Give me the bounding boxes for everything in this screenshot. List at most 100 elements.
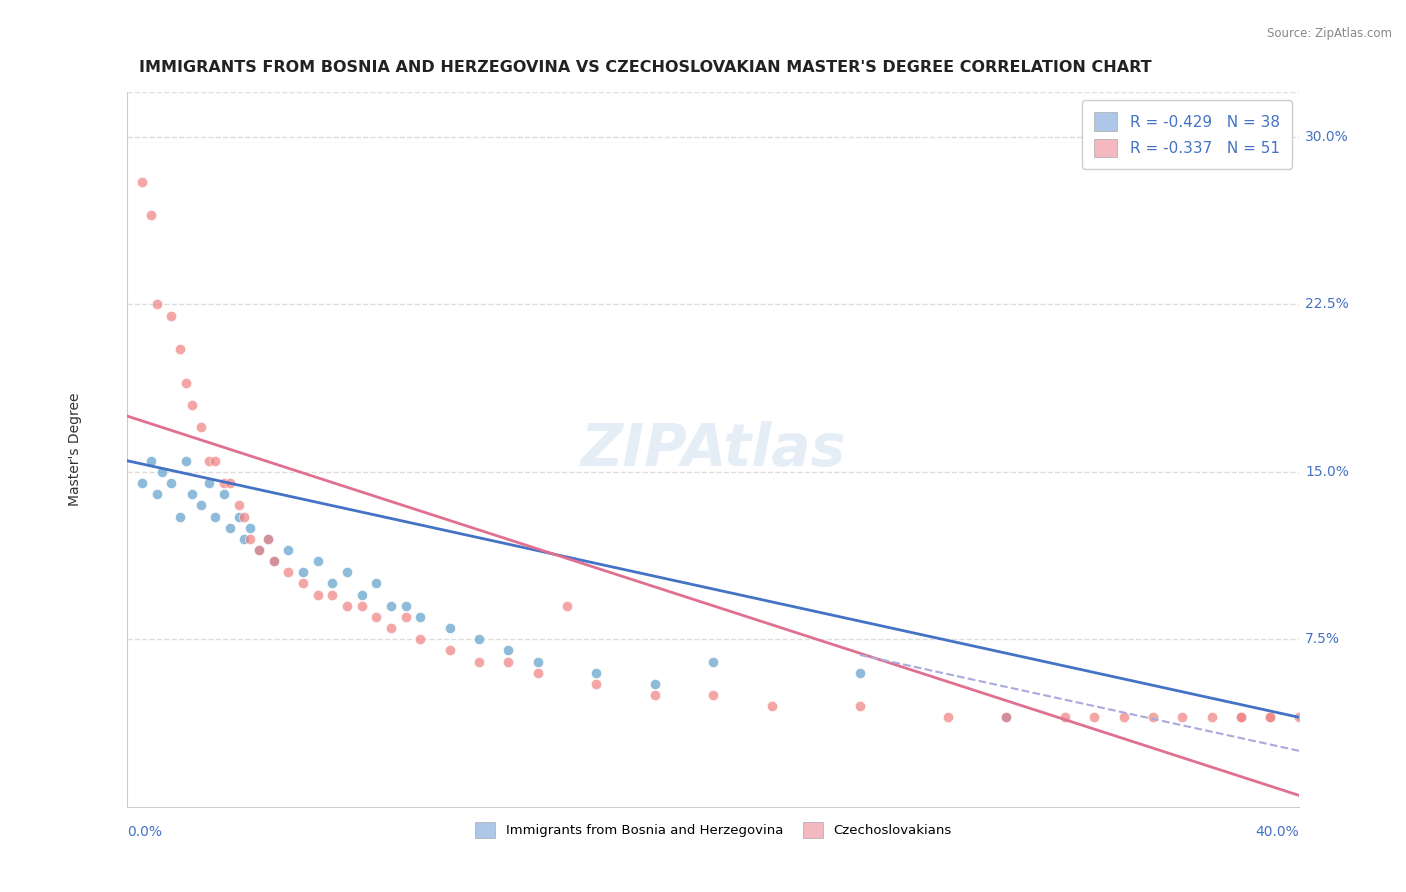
Point xyxy=(257,532,280,546)
Text: 15.0%: 15.0% xyxy=(1305,465,1350,479)
Point xyxy=(468,632,491,647)
Point xyxy=(212,487,235,501)
Point xyxy=(233,509,256,524)
Point xyxy=(131,175,153,189)
Point xyxy=(1201,710,1223,724)
Point xyxy=(1112,710,1135,724)
Point xyxy=(380,621,402,635)
Text: 40.0%: 40.0% xyxy=(1256,824,1299,838)
Point xyxy=(849,699,872,714)
Point xyxy=(585,677,607,691)
Text: Master's Degree: Master's Degree xyxy=(67,392,82,507)
Point xyxy=(228,499,250,513)
Point xyxy=(702,688,724,702)
Point xyxy=(292,566,315,580)
Point xyxy=(1258,710,1281,724)
Point xyxy=(180,398,202,412)
Legend: Immigrants from Bosnia and Herzegovina, Czechoslovakians: Immigrants from Bosnia and Herzegovina, … xyxy=(470,816,956,843)
Point xyxy=(247,543,270,558)
Text: 30.0%: 30.0% xyxy=(1305,130,1350,145)
Point xyxy=(555,599,578,613)
Point xyxy=(198,476,221,491)
Point xyxy=(307,554,329,568)
Point xyxy=(496,643,519,657)
Point xyxy=(585,665,607,680)
Point xyxy=(160,309,183,323)
Point xyxy=(218,521,240,535)
Point xyxy=(190,420,212,434)
Point xyxy=(526,665,548,680)
Point xyxy=(1230,710,1253,724)
Point xyxy=(169,342,191,356)
Point xyxy=(761,699,783,714)
Point xyxy=(336,599,359,613)
Point xyxy=(307,588,329,602)
Point xyxy=(366,610,388,624)
Point xyxy=(204,509,226,524)
Point xyxy=(131,476,153,491)
Point xyxy=(228,509,250,524)
Point xyxy=(180,487,202,501)
Point xyxy=(263,554,285,568)
Point xyxy=(1083,710,1105,724)
Point xyxy=(849,665,872,680)
Point xyxy=(277,543,299,558)
Point xyxy=(152,465,174,479)
Point xyxy=(1054,710,1077,724)
Point xyxy=(239,532,262,546)
Point xyxy=(409,610,432,624)
Point xyxy=(380,599,402,613)
Point xyxy=(247,543,270,558)
Point xyxy=(439,643,461,657)
Point xyxy=(139,208,162,222)
Point xyxy=(995,710,1018,724)
Point xyxy=(257,532,280,546)
Point xyxy=(169,509,191,524)
Point xyxy=(218,476,240,491)
Point xyxy=(263,554,285,568)
Point xyxy=(1142,710,1164,724)
Point xyxy=(277,566,299,580)
Point xyxy=(995,710,1018,724)
Point xyxy=(233,532,256,546)
Point xyxy=(395,610,418,624)
Text: 22.5%: 22.5% xyxy=(1305,298,1350,311)
Point xyxy=(174,376,197,390)
Point xyxy=(409,632,432,647)
Point xyxy=(644,677,666,691)
Point xyxy=(1230,710,1253,724)
Point xyxy=(204,454,226,468)
Point xyxy=(190,499,212,513)
Point xyxy=(198,454,221,468)
Text: ZIPAtlas: ZIPAtlas xyxy=(581,421,846,478)
Point xyxy=(139,454,162,468)
Point xyxy=(160,476,183,491)
Point xyxy=(321,576,343,591)
Point xyxy=(1258,710,1281,724)
Point xyxy=(395,599,418,613)
Text: IMMIGRANTS FROM BOSNIA AND HERZEGOVINA VS CZECHOSLOVAKIAN MASTER'S DEGREE CORREL: IMMIGRANTS FROM BOSNIA AND HERZEGOVINA V… xyxy=(139,60,1152,75)
Point xyxy=(145,297,167,311)
Point xyxy=(439,621,461,635)
Point xyxy=(526,655,548,669)
Point xyxy=(239,521,262,535)
Point xyxy=(468,655,491,669)
Point xyxy=(496,655,519,669)
Point xyxy=(644,688,666,702)
Point xyxy=(1171,710,1194,724)
Point xyxy=(366,576,388,591)
Text: 0.0%: 0.0% xyxy=(128,824,162,838)
Point xyxy=(321,588,343,602)
Point xyxy=(702,655,724,669)
Text: Source: ZipAtlas.com: Source: ZipAtlas.com xyxy=(1267,27,1392,40)
Point xyxy=(350,599,373,613)
Point xyxy=(1288,710,1310,724)
Text: 7.5%: 7.5% xyxy=(1305,632,1340,647)
Point xyxy=(292,576,315,591)
Point xyxy=(936,710,959,724)
Point xyxy=(174,454,197,468)
Point xyxy=(336,566,359,580)
Point xyxy=(145,487,167,501)
Point xyxy=(212,476,235,491)
Point xyxy=(350,588,373,602)
